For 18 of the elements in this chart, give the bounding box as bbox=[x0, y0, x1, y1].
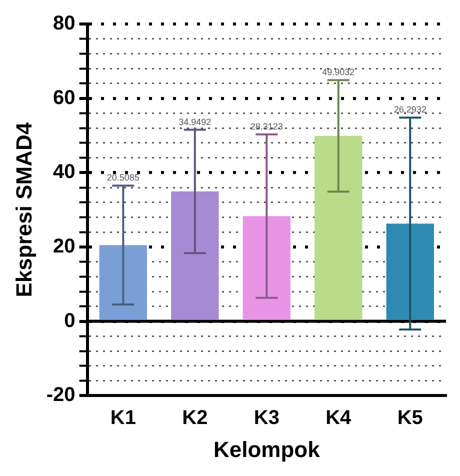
y-tick-label: -20 bbox=[46, 384, 76, 406]
annotation: 28.3123 bbox=[250, 121, 283, 132]
annotation: 20.5085 bbox=[106, 172, 140, 183]
y-tick-label: 80 bbox=[53, 12, 76, 35]
x-tick-label: K3 bbox=[254, 407, 280, 430]
x-tick-label: K1 bbox=[110, 407, 136, 430]
y-tick-label: 60 bbox=[53, 86, 76, 109]
annotation: 34.9492 bbox=[178, 116, 212, 127]
y-tick-label: 40 bbox=[53, 161, 76, 184]
x-axis-title: Kelompok bbox=[213, 436, 321, 462]
y-tick-label: 0 bbox=[64, 310, 76, 332]
x-tick-label: K4 bbox=[326, 407, 352, 430]
x-tick-label: K5 bbox=[397, 407, 423, 430]
y-tick-label: 20 bbox=[53, 235, 76, 258]
annotation: 49.9032 bbox=[322, 67, 355, 78]
x-tick-label: K2 bbox=[182, 407, 208, 430]
annotation: 26.2932 bbox=[394, 104, 426, 115]
y-axis-title: Ekspresi SMAD4 bbox=[11, 122, 36, 298]
